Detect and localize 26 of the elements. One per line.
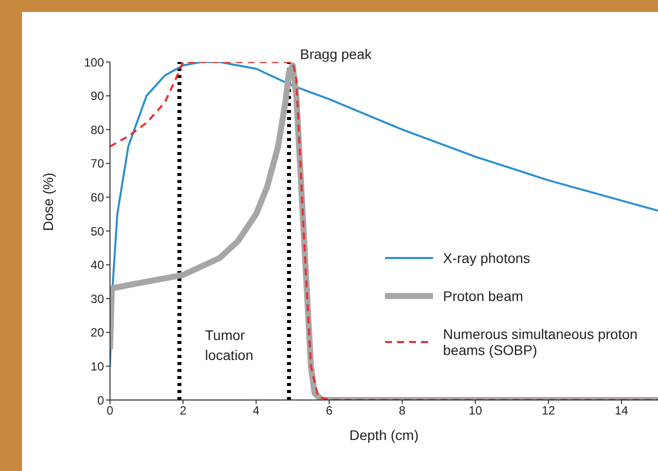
x-tick-label: 2 (180, 404, 187, 418)
x-axis-title: Depth (cm) (349, 427, 419, 443)
y-tick-label: 80 (90, 122, 104, 137)
y-tick-label: 30 (90, 292, 104, 306)
x-tick-label: 10 (468, 404, 482, 418)
y-tick-label: 90 (90, 89, 104, 104)
y-tick-label: 40 (90, 258, 104, 272)
y-tick-label: 0 (97, 393, 104, 408)
legend-label: Numerous simultaneous proton beams (SOBP) (443, 326, 639, 358)
x-tick-label: 4 (252, 404, 260, 418)
annotation: Tumor location (205, 326, 254, 365)
x-tick-label: 8 (398, 404, 406, 418)
y-tick-label: 70 (90, 156, 104, 171)
y-tick-label: 50 (90, 224, 104, 238)
x-tick-label: 14 (614, 404, 628, 418)
y-tick-label: 20 (90, 326, 104, 340)
x-tick-label: 0 (106, 404, 114, 418)
y-axis-title: Dose (%) (40, 172, 56, 231)
y-tick-label: 100 (84, 55, 104, 70)
legend-label: X-ray photons (443, 250, 532, 266)
legend-label: Proton beam (443, 288, 524, 304)
text: Bragg peak (300, 45, 373, 64)
y-tick-label: 60 (90, 190, 104, 204)
y-tick-label: 10 (90, 359, 104, 374)
x-tick-label: 6 (326, 404, 333, 418)
x-tick-label: 12 (542, 404, 556, 418)
